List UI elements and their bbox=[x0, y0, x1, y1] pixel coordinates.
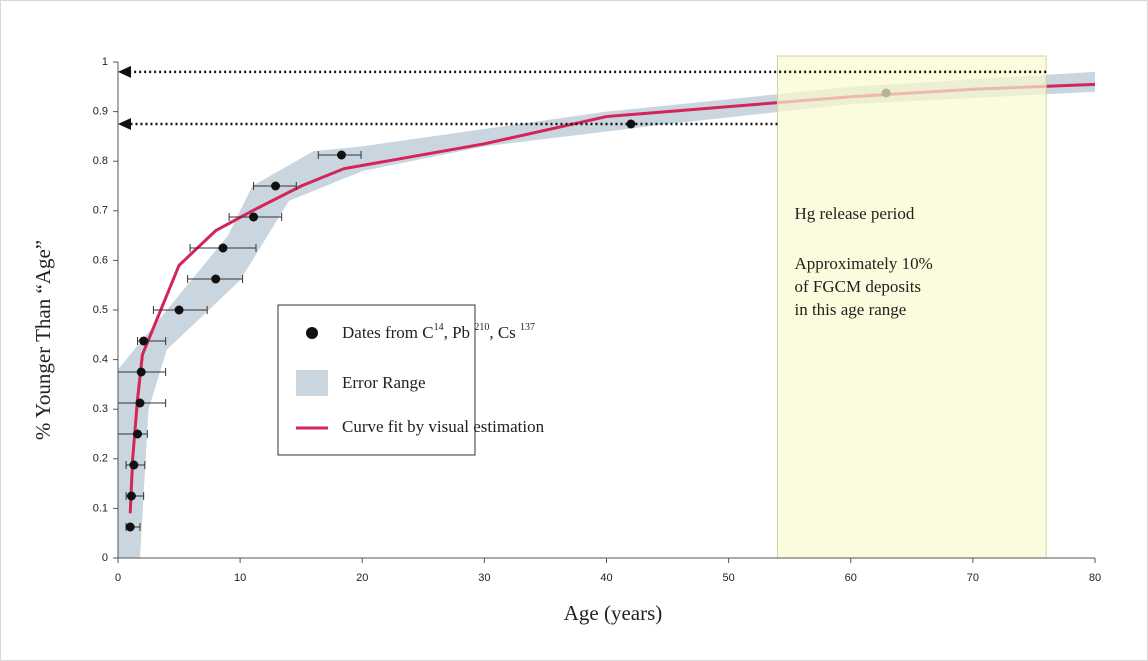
legend-label: Error Range bbox=[342, 373, 426, 392]
y-tick-label: 0.5 bbox=[93, 304, 108, 316]
y-tick-label: 0.9 bbox=[93, 106, 108, 118]
x-tick-label: 0 bbox=[115, 572, 121, 584]
data-point bbox=[139, 336, 149, 346]
y-tick-label: 0.4 bbox=[93, 354, 108, 366]
x-tick-label: 40 bbox=[600, 572, 612, 584]
y-tick-label: 1 bbox=[102, 56, 108, 68]
y-tick-label: 0.8 bbox=[93, 155, 108, 167]
y-tick-label: 0.6 bbox=[93, 254, 108, 266]
hg-release-region bbox=[776, 55, 1047, 559]
data-point bbox=[249, 212, 259, 222]
legend-superscript: 137 bbox=[520, 322, 535, 333]
data-point bbox=[133, 429, 143, 439]
legend-superscript: 14 bbox=[434, 322, 444, 333]
legend-label: Dates from C14, Pb 210, Cs 137 bbox=[342, 322, 535, 342]
y-axis-title: % Younger Than “Age” bbox=[31, 240, 55, 440]
legend-text: Dates from C bbox=[342, 323, 434, 342]
x-tick-label: 20 bbox=[356, 572, 368, 584]
x-axis-title: Age (years) bbox=[564, 601, 663, 625]
legend-text: , Cs bbox=[489, 323, 520, 342]
data-point bbox=[135, 398, 145, 408]
data-point bbox=[211, 274, 221, 284]
data-point bbox=[174, 305, 184, 315]
legend-label: Curve fit by visual estimation bbox=[342, 417, 545, 436]
legend-superscript: 210 bbox=[474, 322, 489, 333]
data-point bbox=[218, 243, 228, 253]
data-point bbox=[336, 150, 346, 160]
region-text: of FGCM deposits bbox=[794, 277, 921, 296]
arrow-head bbox=[118, 65, 131, 78]
data-point bbox=[125, 522, 135, 532]
y-tick-label: 0.2 bbox=[93, 453, 108, 465]
data-point bbox=[129, 460, 139, 470]
x-tick-label: 50 bbox=[723, 572, 735, 584]
data-point bbox=[136, 367, 146, 377]
y-tick-label: 0 bbox=[102, 552, 108, 564]
x-tick-label: 10 bbox=[234, 572, 246, 584]
x-tick-label: 80 bbox=[1089, 572, 1101, 584]
x-tick-label: 60 bbox=[845, 572, 857, 584]
legend-marker bbox=[306, 327, 318, 339]
data-point bbox=[271, 181, 281, 191]
legend-text: , Pb bbox=[444, 323, 475, 342]
y-tick-label: 0.7 bbox=[93, 205, 108, 217]
region-text: Approximately 10% bbox=[794, 254, 932, 273]
data-point bbox=[126, 491, 136, 501]
y-tick-label: 0.3 bbox=[93, 403, 108, 415]
region-text: Hg release period bbox=[794, 204, 914, 223]
arrow-head bbox=[118, 118, 131, 130]
region-text: in this age range bbox=[794, 300, 906, 319]
x-tick-label: 70 bbox=[967, 572, 979, 584]
legend-swatch bbox=[296, 370, 328, 396]
x-tick-label: 30 bbox=[478, 572, 490, 584]
y-tick-label: 0.1 bbox=[93, 502, 108, 514]
